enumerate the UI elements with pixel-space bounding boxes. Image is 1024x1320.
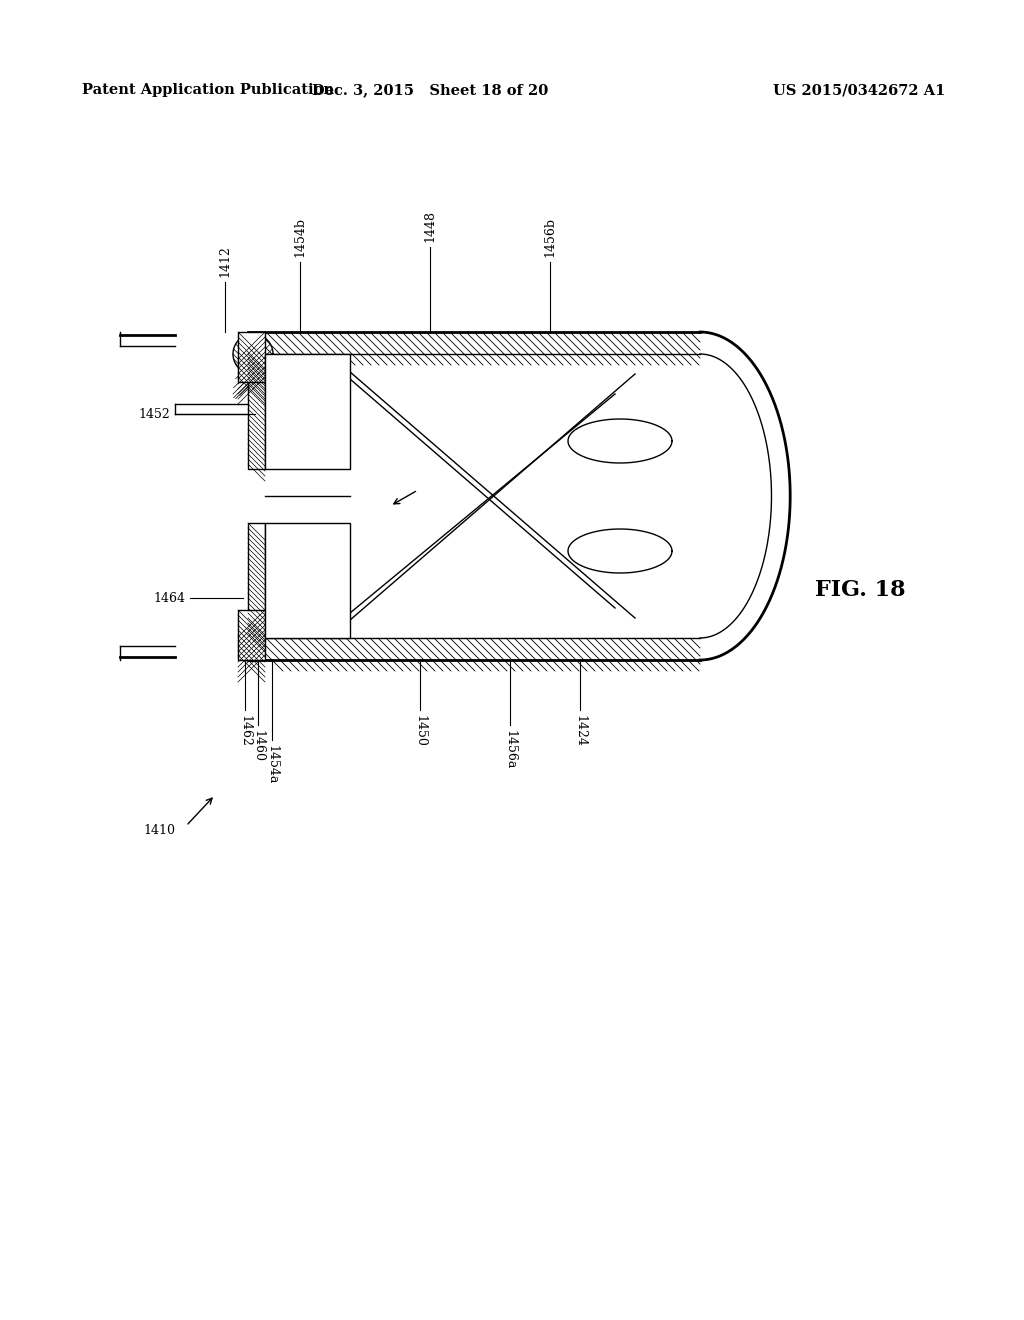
Bar [265, 523, 350, 638]
Text: 1454b: 1454b [294, 216, 306, 257]
Text: 1462: 1462 [239, 715, 252, 747]
Text: 1452: 1452 [138, 408, 170, 421]
Text: 1456b: 1456b [544, 216, 556, 257]
Bar [265, 354, 350, 469]
Text: 1456a: 1456a [504, 730, 516, 770]
Bar [238, 610, 265, 660]
Text: 1410: 1410 [143, 824, 175, 837]
Text: FIG. 18: FIG. 18 [815, 579, 905, 601]
Bar [248, 354, 265, 469]
Text: 1464: 1464 [153, 591, 185, 605]
Text: 1448: 1448 [424, 210, 436, 242]
Text: 1412: 1412 [218, 246, 231, 277]
Text: 1454a: 1454a [265, 744, 279, 784]
Text: US 2015/0342672 A1: US 2015/0342672 A1 [773, 83, 945, 96]
Text: 1450: 1450 [414, 715, 427, 747]
Text: Dec. 3, 2015   Sheet 18 of 20: Dec. 3, 2015 Sheet 18 of 20 [312, 83, 548, 96]
Bar [238, 333, 265, 381]
Bar [248, 523, 265, 638]
Text: 1460: 1460 [252, 730, 264, 762]
Text: 1424: 1424 [573, 715, 587, 747]
Text: Patent Application Publication: Patent Application Publication [82, 83, 334, 96]
